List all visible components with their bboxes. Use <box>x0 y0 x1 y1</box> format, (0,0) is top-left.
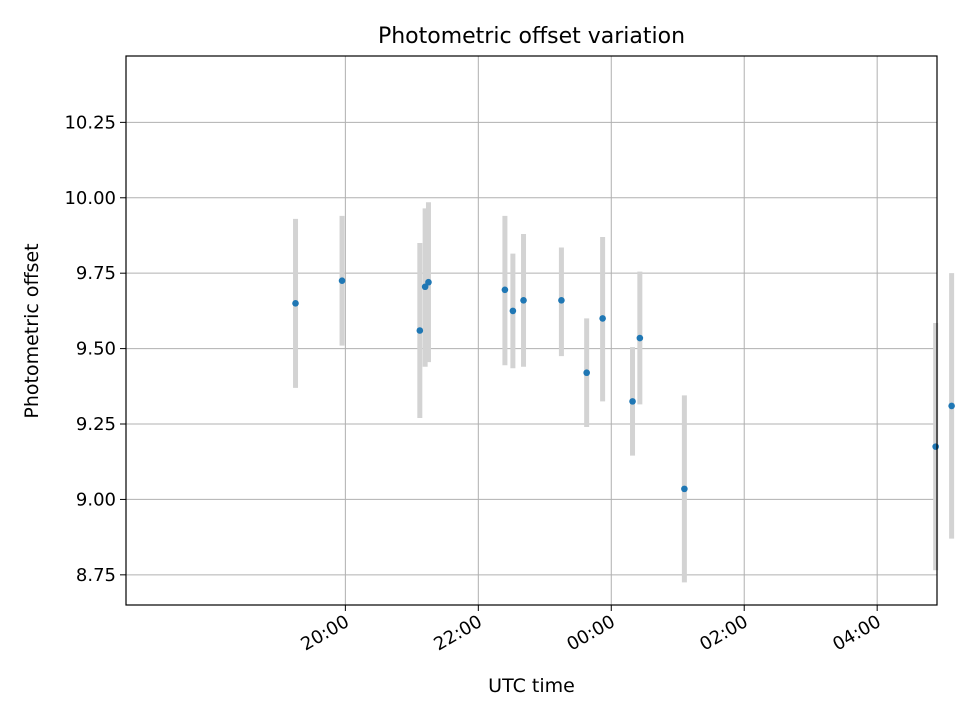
data-point-1 <box>338 277 346 285</box>
y-tick-label: 10.00 <box>64 188 116 209</box>
data-point-10 <box>599 315 606 322</box>
chart-title: Photometric offset variation <box>378 24 685 49</box>
data-point-9 <box>583 369 590 377</box>
y-tick-label: 9.00 <box>76 489 116 510</box>
grid-layer <box>126 56 937 605</box>
data-point-7 <box>520 297 527 304</box>
data-point-11 <box>629 398 636 405</box>
y-tick-label: 10.25 <box>64 112 116 133</box>
y-tick-label: 9.75 <box>76 263 116 284</box>
data-point-12 <box>636 334 644 342</box>
data-point-2 <box>416 327 424 334</box>
data-point-8 <box>558 297 565 304</box>
data-point-6 <box>509 307 517 315</box>
y-axis-label: Photometric offset <box>21 243 43 418</box>
data-point-15 <box>948 402 955 410</box>
x-axis-label: UTC time <box>488 675 575 697</box>
data-point-4 <box>425 278 432 286</box>
data-point-3 <box>421 283 429 291</box>
data-point-13 <box>681 485 688 493</box>
y-tick-label: 9.50 <box>76 339 116 360</box>
data-point-0 <box>292 300 299 307</box>
data-point-5 <box>501 286 509 294</box>
data-point-14 <box>932 443 939 450</box>
y-tick-label: 9.25 <box>76 414 116 435</box>
plot-frame <box>125 55 938 606</box>
point-layer <box>292 277 955 493</box>
y-tick-label: 8.75 <box>76 565 116 586</box>
